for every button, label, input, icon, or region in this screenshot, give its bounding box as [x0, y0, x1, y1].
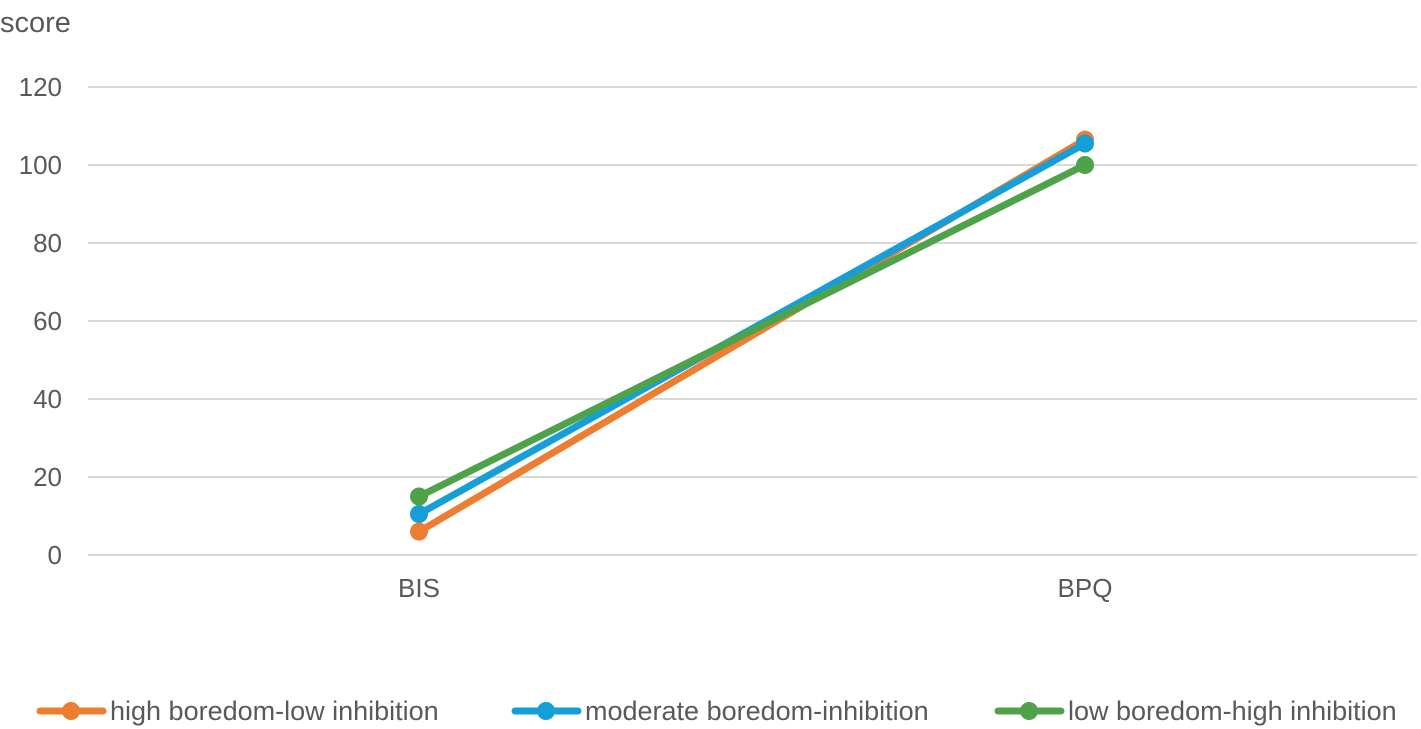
- series-line: [415, 161, 1089, 500]
- y-tick-label: 100: [19, 150, 62, 180]
- y-tick-label: 40: [33, 384, 62, 414]
- data-point: [1076, 156, 1094, 174]
- legend-label: high boredom-low inhibition: [110, 696, 439, 726]
- legend-item: low boredom-high inhibition: [994, 696, 1397, 726]
- y-tick-label: 20: [33, 462, 62, 492]
- legend-swatch-marker: [1020, 702, 1038, 720]
- y-tick-label: 60: [33, 306, 62, 336]
- x-tick-label: BIS: [398, 573, 440, 603]
- series-lines: [410, 130, 1094, 541]
- series-2: [410, 156, 1094, 506]
- y-axis-ticks: 0 20 40 60 80 100 120: [19, 72, 62, 570]
- gridlines: [88, 86, 1417, 556]
- legend-label: moderate boredom-inhibition: [585, 696, 929, 726]
- data-point: [410, 522, 428, 541]
- y-axis-title: score: [0, 7, 71, 39]
- legend-item: moderate boredom-inhibition: [511, 696, 929, 726]
- y-tick-label: 0: [48, 540, 62, 570]
- data-point: [410, 505, 428, 524]
- legend-swatch-marker: [62, 702, 80, 720]
- y-tick-label: 80: [33, 228, 62, 258]
- legend-swatch-marker: [537, 702, 555, 720]
- legend-label: low boredom-high inhibition: [1068, 696, 1397, 726]
- y-tick-label: 120: [19, 72, 62, 102]
- x-tick-label: BPQ: [1058, 573, 1113, 603]
- data-point: [410, 487, 428, 506]
- legend-item: high boredom-low inhibition: [36, 696, 439, 726]
- data-point: [1076, 134, 1094, 153]
- x-axis-ticks: BIS BPQ: [398, 573, 1112, 603]
- legend: high boredom-low inhibition moderate bore…: [36, 696, 1397, 726]
